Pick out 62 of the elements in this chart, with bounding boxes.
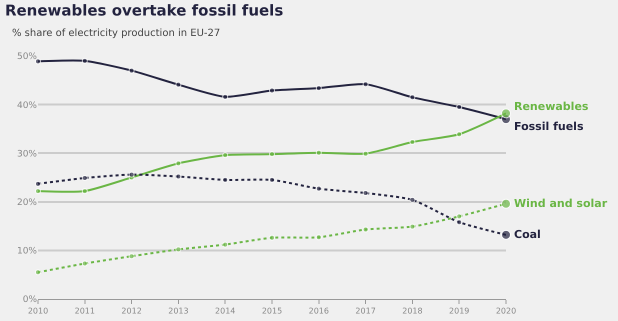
- x-tick-label: 2019: [449, 306, 470, 316]
- chart-title: Renewables overtake fossil fuels: [4, 1, 284, 20]
- point: [128, 172, 135, 178]
- point: [35, 188, 41, 194]
- point: [175, 174, 182, 180]
- point: [316, 85, 322, 92]
- y-tick-label: 0%: [22, 295, 38, 306]
- point: [316, 234, 322, 240]
- x-tick-label: 2011: [74, 306, 95, 316]
- point: [82, 174, 88, 181]
- point: [175, 246, 182, 252]
- y-tick-label: 20%: [16, 198, 38, 208]
- point: [316, 186, 322, 192]
- point: [222, 176, 228, 183]
- point: [456, 104, 462, 110]
- series-label: Coal: [514, 228, 541, 241]
- x-tick-label: 2012: [121, 306, 142, 316]
- point: [362, 226, 369, 232]
- point: [269, 234, 275, 241]
- point: [316, 150, 322, 156]
- series-label: Fossil fuels: [514, 120, 584, 133]
- point: [409, 94, 416, 100]
- point: [82, 188, 88, 194]
- point: [35, 58, 41, 64]
- point: [82, 58, 88, 64]
- x-tick-label: 2020: [496, 306, 516, 316]
- point: [35, 180, 41, 187]
- point: [409, 224, 416, 230]
- point: [128, 68, 135, 74]
- point: [362, 190, 369, 196]
- point: [456, 219, 462, 226]
- point: [409, 196, 416, 203]
- point: [222, 94, 228, 100]
- point: [35, 269, 41, 276]
- x-tick-label: 2013: [168, 306, 189, 316]
- x-tick-label: 2015: [262, 306, 282, 316]
- point: [222, 242, 228, 248]
- point: [456, 213, 462, 220]
- point: [222, 152, 228, 158]
- point: [362, 150, 369, 157]
- series-label: Renewables: [514, 100, 589, 113]
- x-tick-label: 2016: [308, 306, 329, 316]
- x-tick-label: 2017: [355, 306, 376, 316]
- point: [456, 131, 462, 138]
- point: [175, 82, 182, 88]
- point: [269, 151, 275, 158]
- point: [269, 176, 275, 183]
- point: [175, 160, 182, 166]
- point: [128, 253, 135, 260]
- point: [82, 260, 88, 267]
- point: [269, 88, 275, 94]
- y-tick-label: 40%: [16, 100, 38, 111]
- y-tick-label: 50%: [16, 52, 38, 62]
- x-tick-label: 2010: [28, 306, 48, 316]
- point: [362, 81, 369, 88]
- chart-subtitle: % share of electricity production in EU-27: [12, 28, 220, 39]
- x-tick-label: 2018: [402, 306, 423, 316]
- y-tick-label: 10%: [16, 246, 38, 257]
- series-label: Wind and solar: [514, 197, 608, 210]
- x-tick-label: 2014: [215, 306, 236, 316]
- point: [409, 139, 416, 146]
- y-tick-label: 30%: [16, 149, 38, 160]
